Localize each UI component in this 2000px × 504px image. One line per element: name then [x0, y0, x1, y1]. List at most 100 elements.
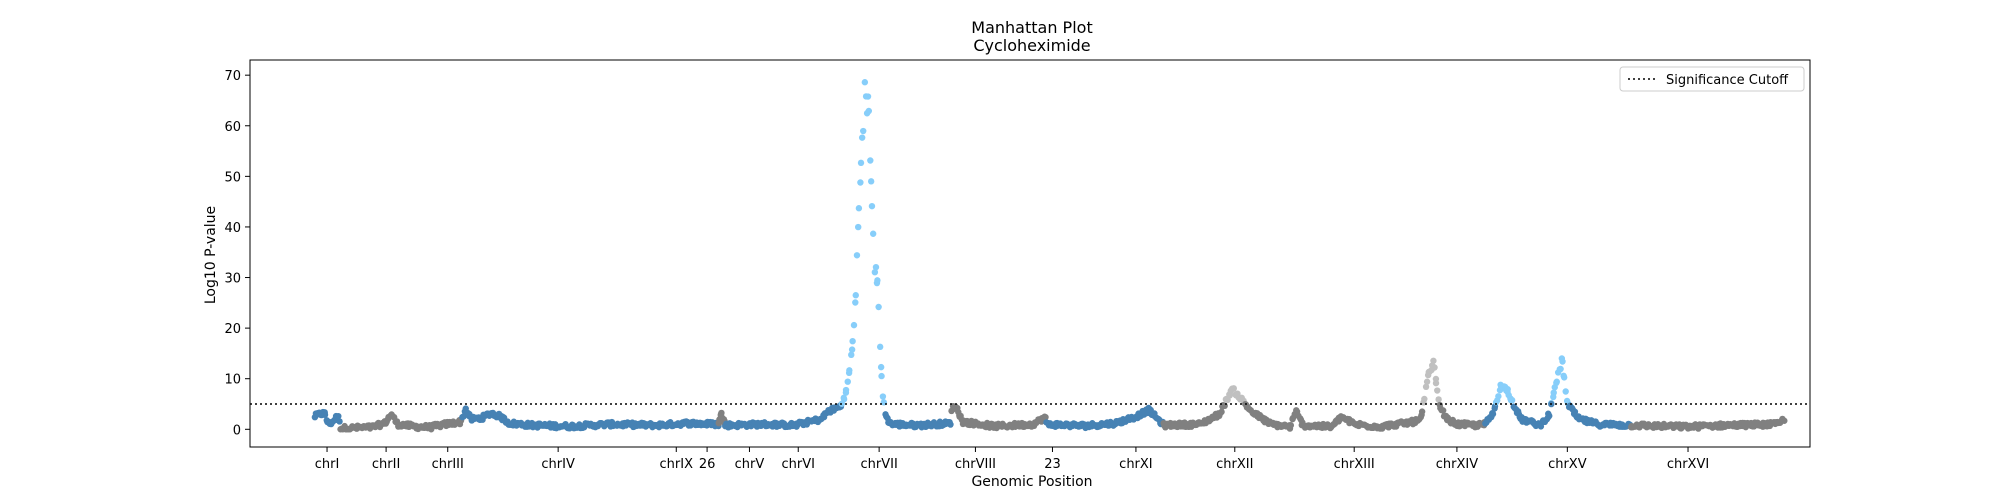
- data-point: [868, 202, 876, 210]
- data-point: [1439, 407, 1447, 414]
- x-tick-label: chrII: [372, 457, 400, 472]
- data-point: [878, 372, 885, 380]
- data-point: [855, 223, 862, 231]
- x-tick-label: chrXVI: [1667, 457, 1709, 472]
- data-point: [865, 107, 873, 115]
- x-tick-label: chrIV: [541, 457, 575, 472]
- y-tick-label: 60: [224, 120, 241, 135]
- x-tick-label: chrXI: [1119, 457, 1152, 472]
- data-point: [1557, 365, 1564, 373]
- x-tick-label: chrVI: [782, 457, 815, 472]
- data-point: [1508, 397, 1516, 404]
- data-point: [872, 263, 880, 271]
- data-point: [1422, 383, 1430, 391]
- data-point: [1562, 388, 1569, 395]
- y-tick-label: 10: [224, 373, 241, 388]
- data-point: [869, 230, 877, 237]
- data-point: [857, 159, 865, 167]
- data-point: [848, 351, 855, 359]
- y-tick-label: 20: [224, 322, 241, 337]
- data-point: [858, 134, 866, 141]
- x-tick-label: chrIII: [432, 457, 464, 472]
- data-point: [1550, 389, 1557, 396]
- data-point: [1546, 412, 1553, 420]
- data-point: [947, 421, 954, 428]
- legend-label: Significance Cutoff: [1666, 73, 1789, 88]
- y-tick-label: 30: [224, 272, 241, 287]
- data-point: [1559, 358, 1566, 365]
- axes-frame: [249, 59, 1811, 448]
- data-point: [861, 79, 869, 86]
- y-tick-label: 40: [224, 221, 241, 236]
- data-point: [846, 367, 853, 374]
- y-tick-label: 50: [224, 170, 241, 185]
- data-point: [1781, 417, 1788, 424]
- data-point: [1230, 385, 1237, 392]
- data-point: [867, 178, 875, 185]
- data-point: [860, 127, 867, 135]
- data-point: [848, 346, 856, 353]
- data-point: [857, 179, 864, 186]
- data-point: [852, 292, 859, 299]
- data-point: [855, 205, 863, 212]
- data-point: [852, 299, 859, 306]
- data-point: [1218, 408, 1225, 416]
- data-point: [867, 157, 874, 164]
- data-point: [875, 303, 882, 311]
- data-point: [1435, 396, 1442, 403]
- data-point: [336, 418, 343, 425]
- data-point: [1495, 393, 1502, 400]
- data-point: [876, 343, 884, 351]
- data-point: [842, 386, 850, 394]
- x-tick-label: chrXII: [1216, 457, 1253, 472]
- data-point: [850, 321, 858, 329]
- data-points: [311, 79, 1788, 433]
- x-axis-ticks: chrI chrII chrIII chrIV chrIX 26 chrV chrVI chrV…: [315, 447, 1709, 472]
- data-point: [1418, 408, 1426, 415]
- data-point: [1489, 410, 1497, 418]
- data-point: [1423, 378, 1431, 385]
- data-point: [844, 378, 851, 385]
- data-point: [1430, 357, 1437, 364]
- data-point: [864, 93, 872, 100]
- data-point: [1042, 413, 1049, 421]
- y-tick-label: 0: [233, 423, 241, 438]
- x-tick-label: 23: [1044, 457, 1061, 472]
- y-axis-label: Log10 P-value: [203, 206, 219, 304]
- data-point: [1431, 364, 1438, 371]
- data-point: [849, 338, 856, 345]
- x-tick-label: chrVIII: [955, 457, 996, 472]
- data-point: [1421, 395, 1428, 403]
- legend-box: [1619, 66, 1805, 92]
- x-tick-label: chrI: [315, 457, 340, 472]
- data-point: [879, 393, 887, 400]
- y-tick-label: 70: [224, 69, 241, 84]
- data-point: [1504, 386, 1511, 393]
- chart-subtitle: Cycloheximide: [973, 36, 1090, 55]
- x-tick-label: chrVII: [860, 457, 897, 472]
- y-axis-ticks: 0 10 20 30 40 50 60 70: [224, 69, 250, 438]
- data-point: [874, 277, 881, 284]
- data-point: [877, 363, 885, 371]
- data-point: [1434, 387, 1441, 394]
- data-point: [1561, 374, 1568, 381]
- chart-title: Manhattan Plot: [971, 18, 1092, 37]
- data-point: [1287, 422, 1295, 429]
- data-point: [853, 252, 861, 259]
- x-tick-label: 26: [699, 457, 716, 472]
- x-tick-label: chrXV: [1548, 457, 1587, 472]
- data-point: [1553, 378, 1560, 385]
- x-tick-label: chrIX: [660, 457, 694, 472]
- legend: Significance Cutoff: [1619, 66, 1805, 92]
- data-point: [871, 269, 879, 276]
- x-axis-label: Genomic Position: [971, 474, 1092, 490]
- data-point: [321, 411, 329, 419]
- x-tick-label: chrV: [735, 457, 765, 472]
- data-point: [840, 396, 848, 403]
- data-point: [1432, 379, 1440, 387]
- data-point: [335, 412, 342, 420]
- x-tick-label: chrXIV: [1436, 457, 1478, 472]
- x-tick-label: chrXIII: [1334, 457, 1375, 472]
